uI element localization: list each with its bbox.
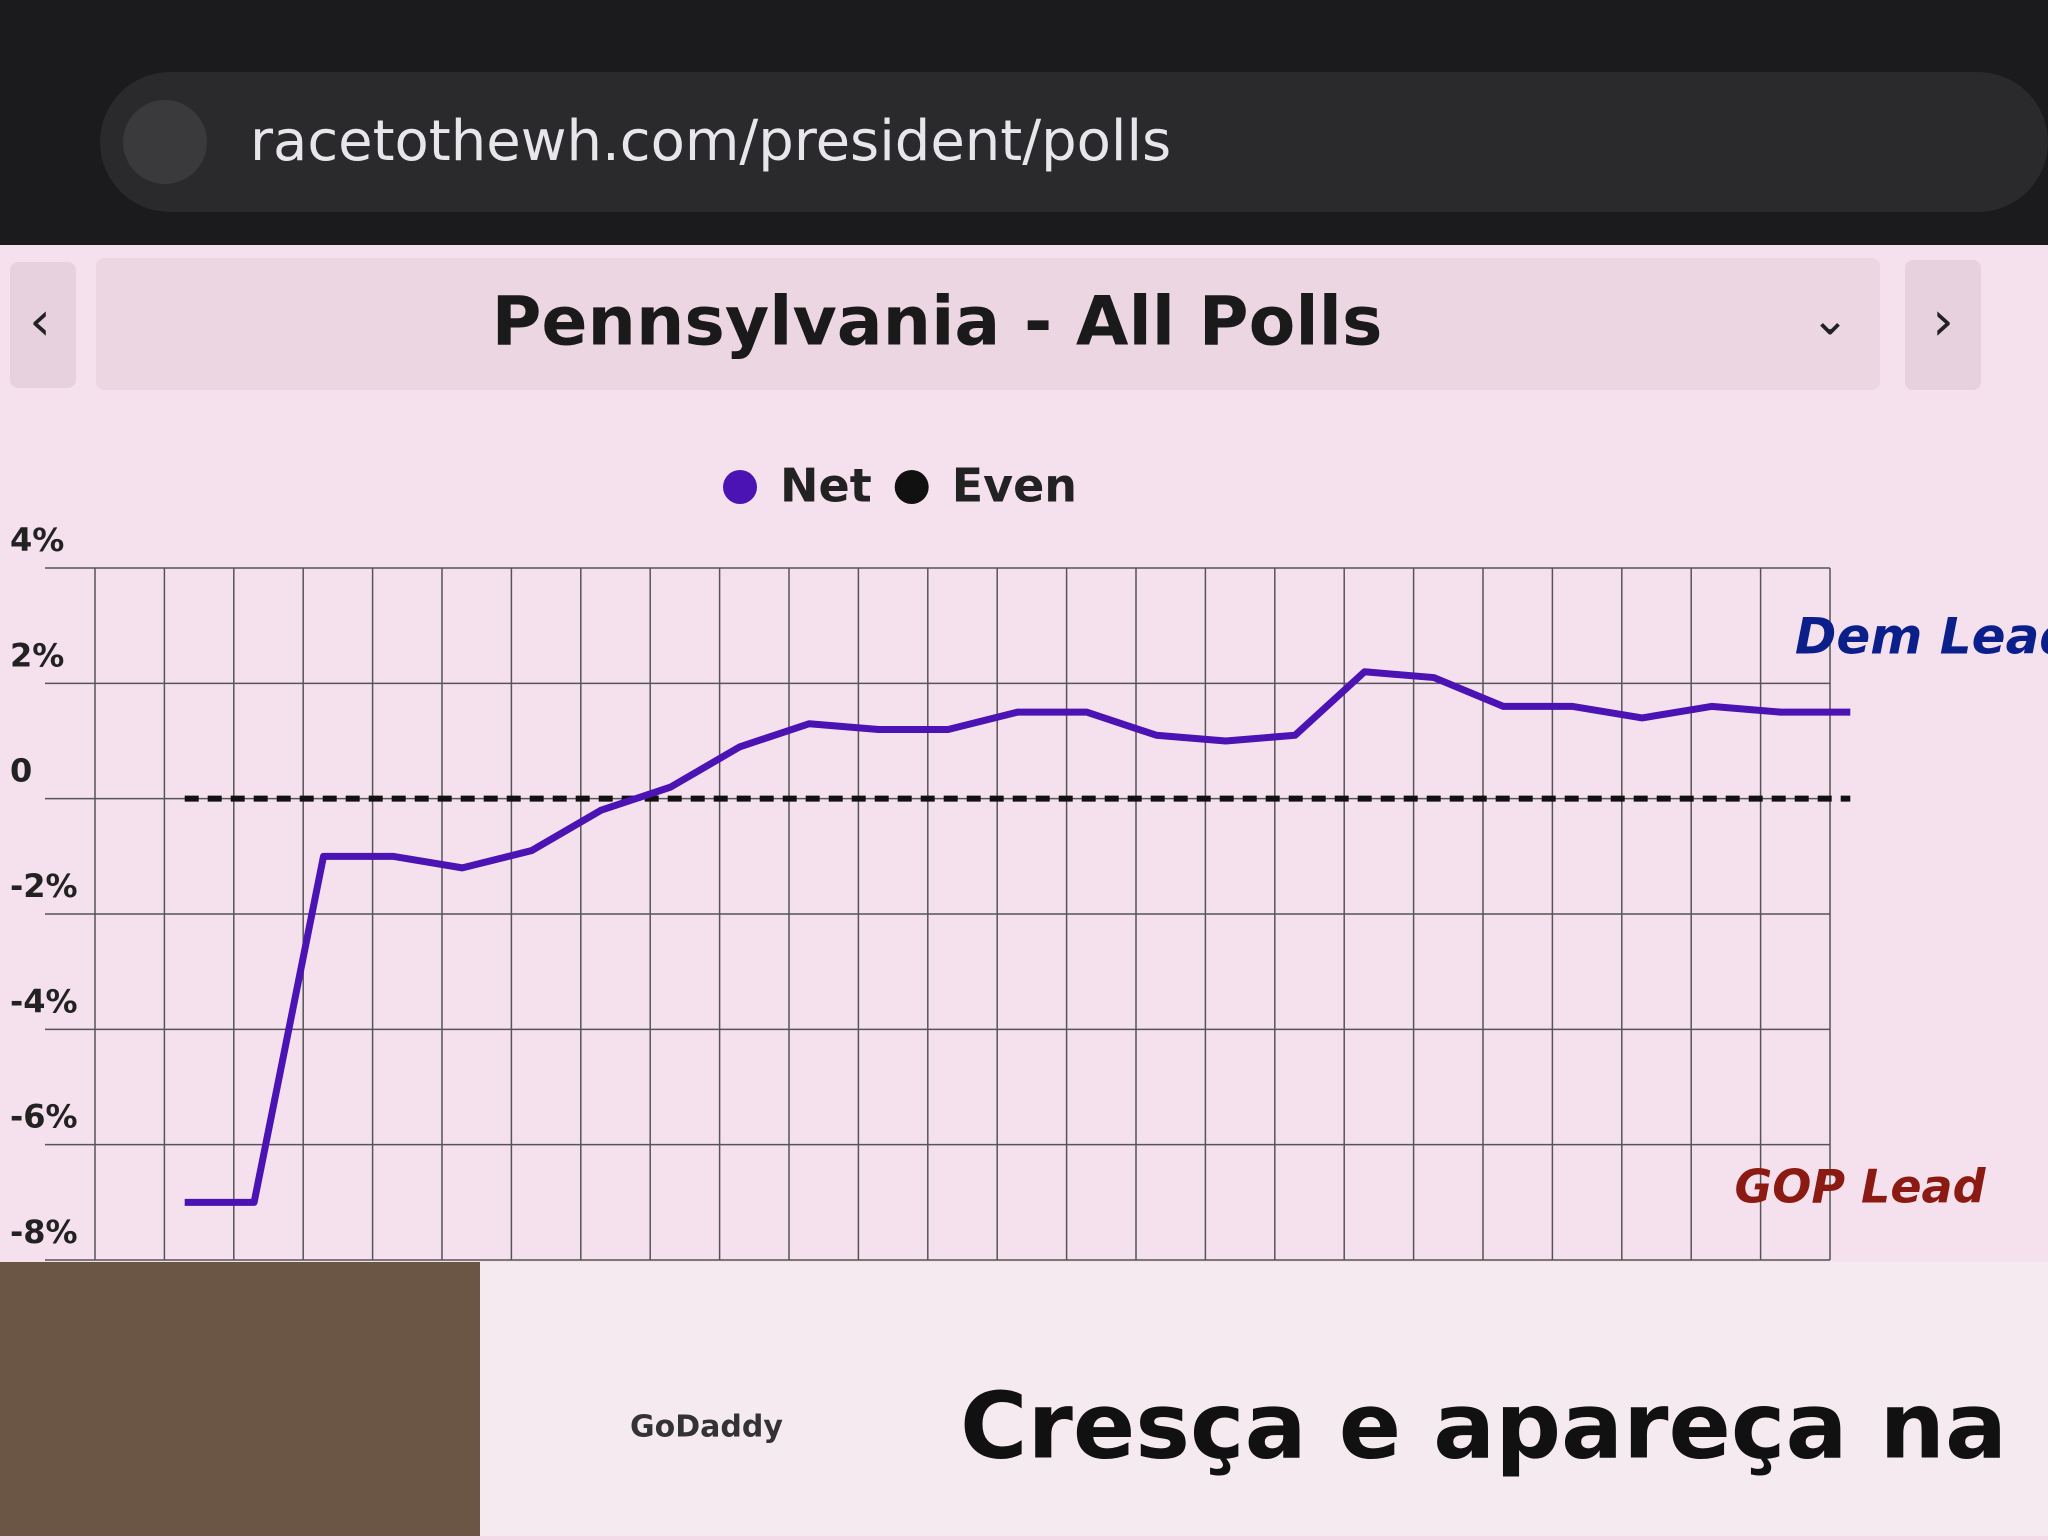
address-bar[interactable]: [100, 72, 2048, 212]
y-tick-label: 2%: [10, 636, 64, 674]
title-bar[interactable]: [96, 258, 1880, 390]
legend-marker: [723, 470, 757, 504]
y-tick-label: -8%: [10, 1213, 78, 1251]
series-line: [184, 668, 1851, 1206]
y-tick-label: -4%: [10, 982, 78, 1020]
chart-title: Pennsylvania - All Polls: [492, 283, 1383, 362]
prev-arrow: ‹: [29, 290, 51, 353]
ad-banner[interactable]: [480, 1262, 2048, 1536]
y-tick-label: 0: [10, 752, 32, 790]
y-tick-label: 4%: [10, 521, 64, 559]
gop-lead-label: GOP Lead: [1734, 1160, 1986, 1214]
next-button[interactable]: [1905, 260, 1981, 390]
ad-brand: GoDaddy: [630, 1410, 783, 1445]
dropdown-arrow[interactable]: ⌄: [1811, 292, 1850, 346]
y-tick-label: -2%: [10, 867, 78, 905]
next-arrow: ›: [1932, 290, 1954, 353]
dem-lead-label: Dem Lead: [1795, 608, 2048, 666]
prev-button[interactable]: [10, 262, 76, 388]
y-tick-label: -6%: [10, 1098, 78, 1136]
legend-marker: [894, 470, 929, 504]
url: racetothewh.com/president/polls: [250, 109, 1171, 174]
ad-image: [0, 1262, 480, 1536]
chart-panel: [0, 245, 2048, 1270]
legend-label: Even: [952, 459, 1077, 513]
ad-headline: Cresça e apareça na: [960, 1372, 2007, 1479]
site-settings-icon[interactable]: [123, 100, 207, 184]
legend-label: Net: [780, 459, 872, 513]
